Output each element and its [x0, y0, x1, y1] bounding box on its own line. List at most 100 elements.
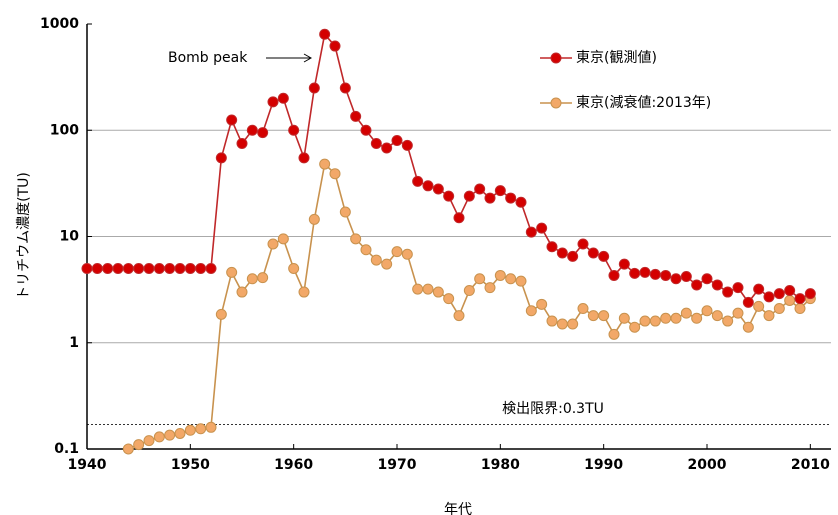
y-tick-label: 1000 [40, 16, 79, 32]
data-point [784, 294, 796, 306]
data-point [184, 262, 196, 274]
data-point [629, 321, 641, 333]
data-point [174, 262, 186, 274]
data-point [804, 288, 816, 300]
data-point [515, 196, 527, 208]
data-point [494, 185, 506, 197]
data-point [164, 429, 176, 441]
data-point [422, 283, 434, 295]
legend-marker [550, 52, 562, 64]
data-point [587, 247, 599, 259]
data-point [195, 423, 207, 435]
data-point [401, 139, 413, 151]
data-point [215, 152, 227, 164]
data-point [598, 310, 610, 322]
data-point [577, 303, 589, 315]
data-point [195, 262, 207, 274]
data-point [763, 310, 775, 322]
data-point [567, 250, 579, 262]
data-point [143, 262, 155, 274]
data-point [350, 233, 362, 245]
data-point [257, 127, 269, 139]
data-point [742, 321, 754, 333]
data-point [618, 258, 630, 270]
data-point [660, 312, 672, 324]
data-point [505, 273, 517, 285]
data-point [412, 283, 424, 295]
data-point [474, 273, 486, 285]
data-point [443, 190, 455, 202]
data-point [298, 286, 310, 298]
data-point [773, 288, 785, 300]
data-point [463, 285, 475, 297]
data-point [463, 190, 475, 202]
data-point [670, 273, 682, 285]
data-point [670, 312, 682, 324]
data-point [515, 275, 527, 287]
data-point [474, 183, 486, 195]
data-point [133, 262, 145, 274]
data-point [763, 291, 775, 303]
data-point [133, 439, 145, 451]
data-point [267, 96, 279, 108]
x-tick-label: 1980 [481, 457, 520, 473]
data-point [722, 315, 734, 327]
data-point [598, 250, 610, 262]
data-point [639, 266, 651, 278]
x-tick-label: 1950 [171, 457, 210, 473]
data-point [350, 110, 362, 122]
data-point [319, 28, 331, 40]
data-point [164, 262, 176, 274]
data-point [215, 308, 227, 320]
data-point [360, 124, 372, 136]
data-point [391, 135, 403, 147]
data-point [102, 262, 114, 274]
data-point [618, 312, 630, 324]
data-point [112, 262, 124, 274]
data-point [794, 303, 806, 315]
data-point [288, 262, 300, 274]
data-point [153, 262, 165, 274]
data-point [391, 246, 403, 258]
legend-marker [550, 97, 562, 109]
data-point [122, 262, 134, 274]
x-axis-label: 年代 [444, 502, 472, 515]
data-point [370, 138, 382, 150]
data-point [143, 435, 155, 447]
data-point [680, 271, 692, 283]
data-point [649, 315, 661, 327]
data-point [701, 305, 713, 317]
annotation: 検出限界:0.3TU [502, 401, 604, 417]
data-point [422, 180, 434, 192]
data-point [174, 427, 186, 439]
data-point [308, 213, 320, 225]
y-tick-label: 10 [60, 229, 80, 245]
data-point [505, 192, 517, 204]
data-point [711, 279, 723, 291]
data-point [432, 286, 444, 298]
data-point [453, 212, 465, 224]
data-point [267, 238, 279, 250]
x-tick-label: 1970 [378, 457, 417, 473]
x-tick-label: 2000 [688, 457, 727, 473]
data-point [236, 138, 248, 150]
data-point [360, 244, 372, 256]
data-point [370, 254, 382, 266]
data-point [608, 269, 620, 281]
y-tick-label: 100 [50, 122, 79, 138]
data-point [453, 310, 465, 322]
data-point [773, 303, 785, 315]
data-point [339, 82, 351, 94]
data-point [753, 300, 765, 312]
data-point [608, 328, 620, 340]
data-point [432, 183, 444, 195]
data-point [546, 241, 558, 253]
data-point [567, 318, 579, 330]
data-point [494, 269, 506, 281]
data-point [484, 282, 496, 294]
data-point [556, 247, 568, 259]
data-point [401, 248, 413, 260]
data-point [525, 305, 537, 317]
data-point [381, 142, 393, 154]
